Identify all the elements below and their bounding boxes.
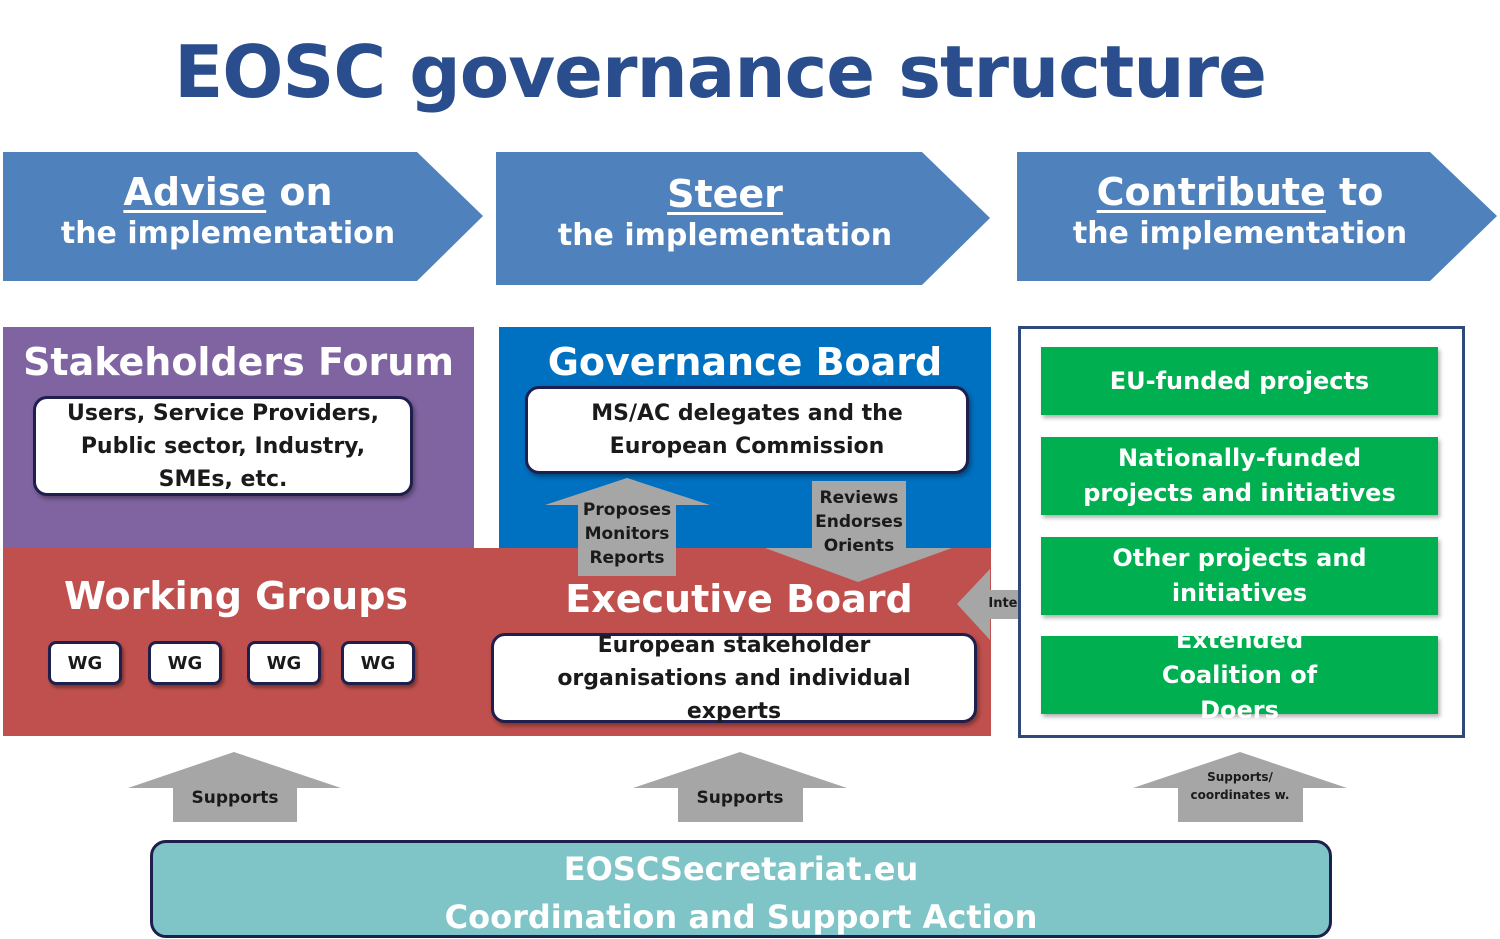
proposes-label: Proposes Monitors Reports [568, 498, 686, 570]
contributor-other: Other projects and initiatives [1041, 537, 1438, 615]
secretariat-box: EOSCSecretariat.eu Coordination and Supp… [150, 840, 1332, 938]
supports-up-arrow [128, 752, 341, 822]
supports-up-arrow [633, 752, 847, 822]
contributor-eu-funded: EU-funded projects [1041, 347, 1438, 415]
contributor-extended-coalition: Extended Coalition of Doers [1041, 636, 1438, 714]
supports-coordinates-label: Supports/ coordinates w. [1178, 768, 1302, 804]
contributor-nationally-funded: Nationally-funded projects and initiativ… [1041, 437, 1438, 515]
secretariat-role: Coordination and Support Action [153, 897, 1329, 937]
reviews-label: Reviews Endorses Orients [800, 486, 918, 558]
supports-label: Supports [173, 788, 297, 808]
secretariat-name: EOSCSecretariat.eu [153, 849, 1329, 889]
supports-label: Supports [678, 788, 802, 808]
